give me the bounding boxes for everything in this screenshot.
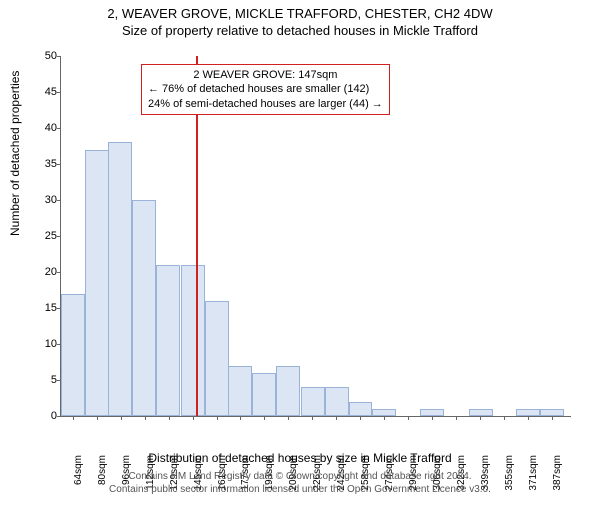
x-tick-mark xyxy=(288,416,289,420)
histogram-bar xyxy=(469,409,493,416)
y-axis-label: Number of detached properties xyxy=(8,71,22,236)
chart-plot-area: 0510152025303540455064sqm80sqm96sqm112sq… xyxy=(60,56,571,417)
histogram-bar xyxy=(156,265,180,416)
footer-copyright-1: Contains HM Land Registry data © Crown c… xyxy=(0,471,600,482)
x-tick-mark xyxy=(480,416,481,420)
annotation-line: ← 76% of detached houses are smaller (14… xyxy=(148,82,383,96)
histogram-bar xyxy=(301,387,325,416)
x-tick-mark xyxy=(169,416,170,420)
y-tick-mark xyxy=(57,92,61,93)
y-tick-label: 40 xyxy=(29,122,57,134)
x-tick-mark xyxy=(264,416,265,420)
histogram-bar xyxy=(85,150,109,416)
histogram-bar xyxy=(325,387,349,416)
x-tick-mark xyxy=(121,416,122,420)
y-tick-mark xyxy=(57,128,61,129)
histogram-bar xyxy=(276,366,300,416)
x-tick-mark xyxy=(504,416,505,420)
x-tick-mark xyxy=(336,416,337,420)
histogram-bar xyxy=(108,142,132,416)
y-tick-label: 0 xyxy=(29,410,57,422)
histogram-bar xyxy=(228,366,252,416)
y-tick-label: 20 xyxy=(29,266,57,278)
y-tick-label: 30 xyxy=(29,194,57,206)
x-tick-mark xyxy=(552,416,553,420)
chart-title-main: 2, WEAVER GROVE, MICKLE TRAFFORD, CHESTE… xyxy=(0,6,600,21)
footer-copyright-2: Contains public sector information licen… xyxy=(0,484,600,495)
y-tick-mark xyxy=(57,272,61,273)
x-tick-mark xyxy=(384,416,385,420)
annotation-line: 2 WEAVER GROVE: 147sqm xyxy=(148,68,383,82)
histogram-bar xyxy=(132,200,156,416)
x-tick-mark xyxy=(73,416,74,420)
y-tick-mark xyxy=(57,236,61,237)
y-tick-label: 10 xyxy=(29,338,57,350)
histogram-bar xyxy=(252,373,276,416)
histogram-bar xyxy=(516,409,540,416)
histogram-bar xyxy=(420,409,444,416)
y-tick-mark xyxy=(57,164,61,165)
x-tick-mark xyxy=(97,416,98,420)
histogram-bar xyxy=(61,294,85,416)
x-tick-mark xyxy=(432,416,433,420)
histogram-bar xyxy=(372,409,396,416)
annotation-line: 24% of semi-detached houses are larger (… xyxy=(148,97,383,111)
histogram-bar xyxy=(205,301,229,416)
y-tick-label: 5 xyxy=(29,374,57,386)
chart-title-sub: Size of property relative to detached ho… xyxy=(0,23,600,38)
x-tick-mark xyxy=(240,416,241,420)
y-tick-mark xyxy=(57,200,61,201)
annotation-box: 2 WEAVER GROVE: 147sqm← 76% of detached … xyxy=(141,64,390,115)
x-tick-mark xyxy=(528,416,529,420)
y-tick-mark xyxy=(57,416,61,417)
y-tick-label: 25 xyxy=(29,230,57,242)
x-axis-label: Distribution of detached houses by size … xyxy=(0,451,600,465)
y-tick-label: 50 xyxy=(29,50,57,62)
y-tick-label: 45 xyxy=(29,86,57,98)
y-tick-label: 15 xyxy=(29,302,57,314)
x-tick-mark xyxy=(217,416,218,420)
x-tick-mark xyxy=(408,416,409,420)
x-tick-mark xyxy=(145,416,146,420)
y-tick-mark xyxy=(57,56,61,57)
x-tick-mark xyxy=(312,416,313,420)
histogram-bar xyxy=(181,265,205,416)
x-tick-mark xyxy=(456,416,457,420)
x-tick-mark xyxy=(193,416,194,420)
y-tick-label: 35 xyxy=(29,158,57,170)
histogram-bar xyxy=(540,409,564,416)
histogram-bar xyxy=(349,402,373,416)
x-tick-mark xyxy=(360,416,361,420)
